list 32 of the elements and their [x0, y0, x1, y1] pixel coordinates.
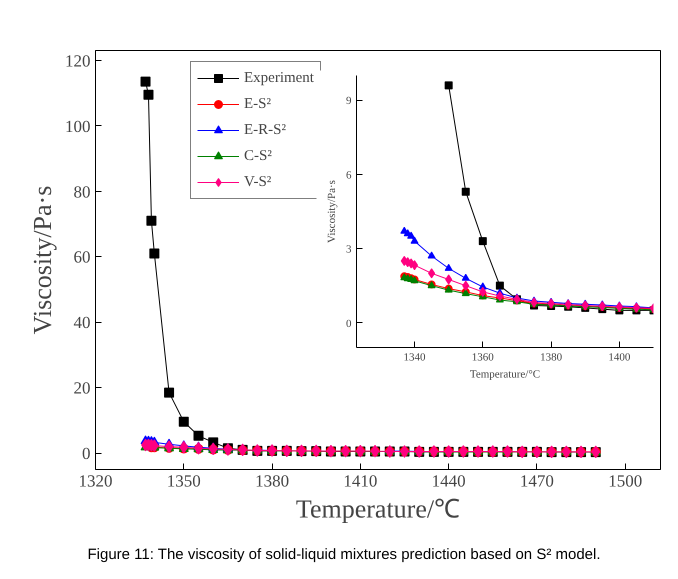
x-tick-label: 1400: [608, 352, 631, 364]
x-tick-label: 1380: [540, 352, 563, 364]
legend-label: C-S²: [244, 148, 272, 164]
y-tick-label: 100: [65, 116, 90, 136]
x-tick-label: 1320: [78, 472, 112, 490]
x-tick-label: 1440: [432, 472, 466, 490]
y-tick-label: 0: [82, 444, 90, 464]
y-tick-label: 60: [74, 248, 90, 267]
x-axis-title: Temperature/℃: [296, 494, 460, 524]
x-tick-label: 1360: [472, 352, 494, 364]
x-tick-label: 1340: [404, 352, 426, 364]
legend-label: Experiment: [244, 70, 314, 86]
x-tick-label: 1470: [520, 472, 554, 490]
legend-label: V-S²: [244, 174, 272, 190]
y-tick-label: 40: [74, 313, 90, 332]
x-tick-label: 1380: [255, 472, 290, 490]
y-tick-label: 20: [74, 378, 90, 398]
x-axis-title: Temperature/°C: [470, 368, 540, 380]
x-tick-label: 1500: [608, 472, 642, 490]
x-tick-label: 1350: [166, 472, 201, 490]
x-tick-label: 1410: [343, 472, 378, 490]
y-tick-label: 80: [74, 182, 90, 202]
y-axis-title: Viscosity/Pa·s: [28, 186, 57, 334]
legend-label: E-S²: [244, 96, 271, 112]
y-tick-label: 9: [346, 95, 352, 108]
legend-label: E-R-S²: [244, 122, 286, 138]
y-axis-title: Viscosity/Pa·s: [326, 180, 338, 243]
y-tick-label: 0: [346, 318, 352, 330]
y-tick-label: 3: [346, 244, 352, 256]
caption: Figure 11: The viscosity of solid-liquid mixtures prediction based on S² model.: [87, 545, 601, 565]
y-tick-label: 6: [346, 169, 352, 182]
y-tick-label: 120: [65, 51, 90, 70]
